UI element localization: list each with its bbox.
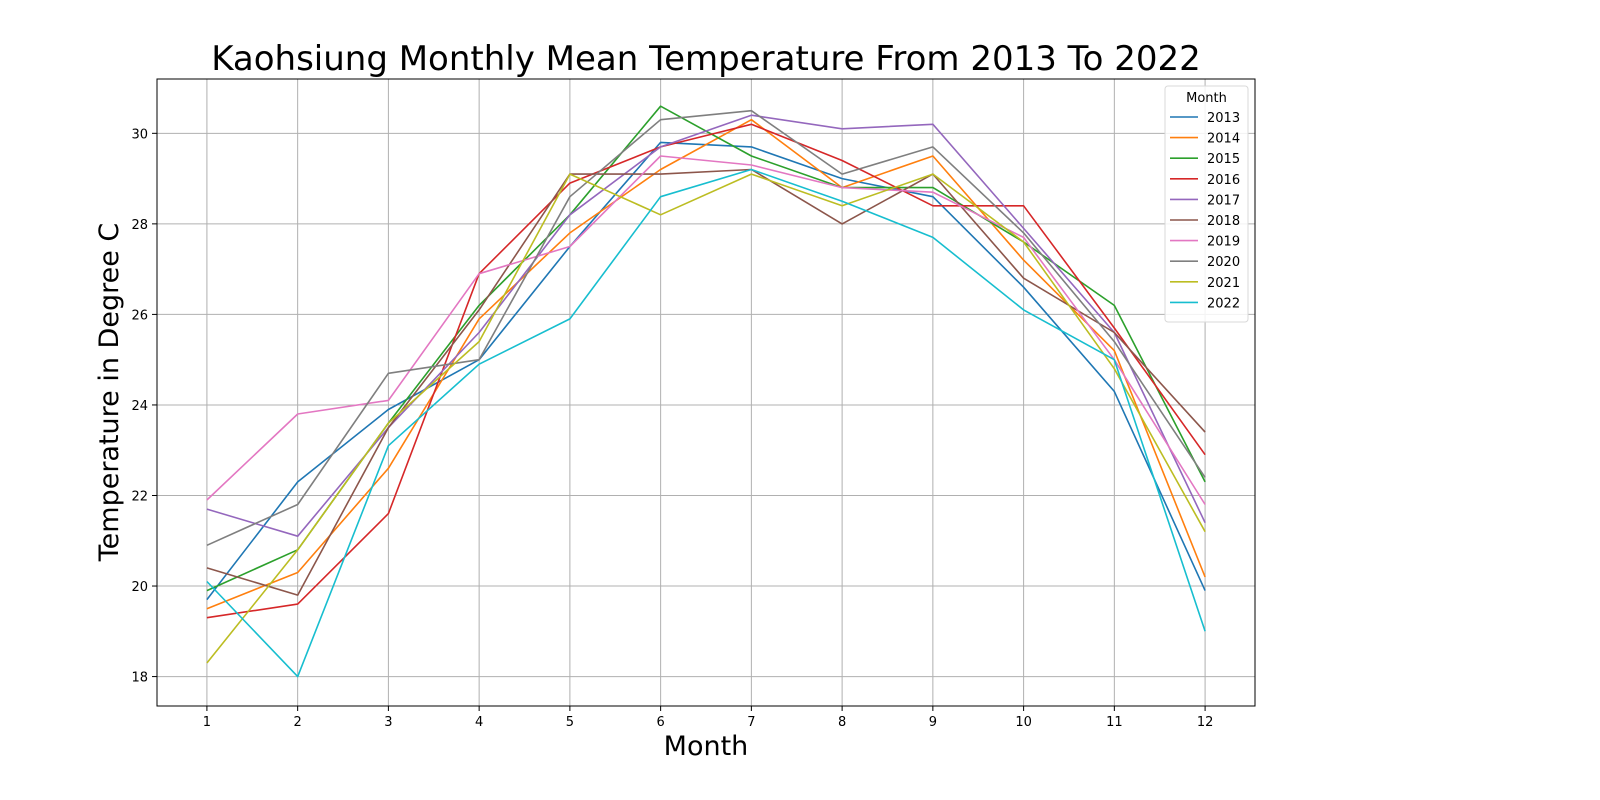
chart-title: Kaohsiung Monthly Mean Temperature From …	[211, 39, 1201, 79]
plot-area-frame	[156, 78, 1256, 707]
y-tick-label: 26	[131, 308, 148, 323]
series-line-2020	[206, 109, 1206, 547]
legend-label-2022: 2022	[1207, 296, 1240, 311]
legend-label-2021: 2021	[1207, 276, 1240, 291]
y-tick-label: 18	[131, 671, 148, 686]
x-tick-label: 6	[656, 715, 664, 730]
x-tick-label: 7	[747, 715, 755, 730]
x-tick-label: 11	[1106, 715, 1123, 730]
series-line-2015	[206, 105, 1206, 592]
x-tick-label: 4	[475, 715, 483, 730]
x-tick-label: 3	[384, 715, 392, 730]
series-line-2016	[206, 123, 1206, 619]
series-lines	[206, 105, 1206, 678]
y-tick-label: 24	[131, 399, 148, 414]
legend-label-2015: 2015	[1207, 152, 1240, 167]
x-tick-label: 10	[1015, 715, 1032, 730]
series-line-2018	[206, 168, 1206, 596]
series-line-2022	[206, 168, 1206, 678]
legend-label-2017: 2017	[1207, 193, 1240, 208]
y-tick-label: 22	[131, 489, 148, 504]
series-line-2017	[206, 114, 1206, 538]
x-tick-label: 12	[1197, 715, 1214, 730]
x-tick-label: 5	[566, 715, 574, 730]
series-line-2014	[206, 118, 1206, 610]
legend-label-2013: 2013	[1207, 111, 1240, 126]
y-tick-label: 28	[131, 218, 148, 233]
y-tick-label: 30	[131, 127, 148, 142]
x-tick-label: 8	[838, 715, 846, 730]
x-tick-label: 9	[929, 715, 937, 730]
legend-title: Month	[1186, 91, 1227, 106]
series-line-2013	[206, 141, 1206, 601]
x-tick-label: 2	[294, 715, 302, 730]
legend-label-2019: 2019	[1207, 235, 1240, 250]
y-axis-label: Temperature in Degree C	[94, 223, 125, 563]
legend-box	[1164, 85, 1249, 323]
series-line-2021	[206, 173, 1206, 664]
legend-label-2018: 2018	[1207, 214, 1240, 229]
series-line-2019	[206, 155, 1206, 505]
legend: Month 2013 2014 2015 2016 2017 2018 2019 2020 202…	[1164, 85, 1249, 323]
y-tick-label: 20	[131, 580, 148, 595]
x-axis-label: Month	[664, 731, 749, 762]
grid-lines	[157, 79, 1255, 706]
legend-label-2020: 2020	[1207, 255, 1240, 270]
legend-label-2014: 2014	[1207, 132, 1240, 147]
x-tick-label: 1	[203, 715, 211, 730]
legend-label-2016: 2016	[1207, 173, 1240, 188]
